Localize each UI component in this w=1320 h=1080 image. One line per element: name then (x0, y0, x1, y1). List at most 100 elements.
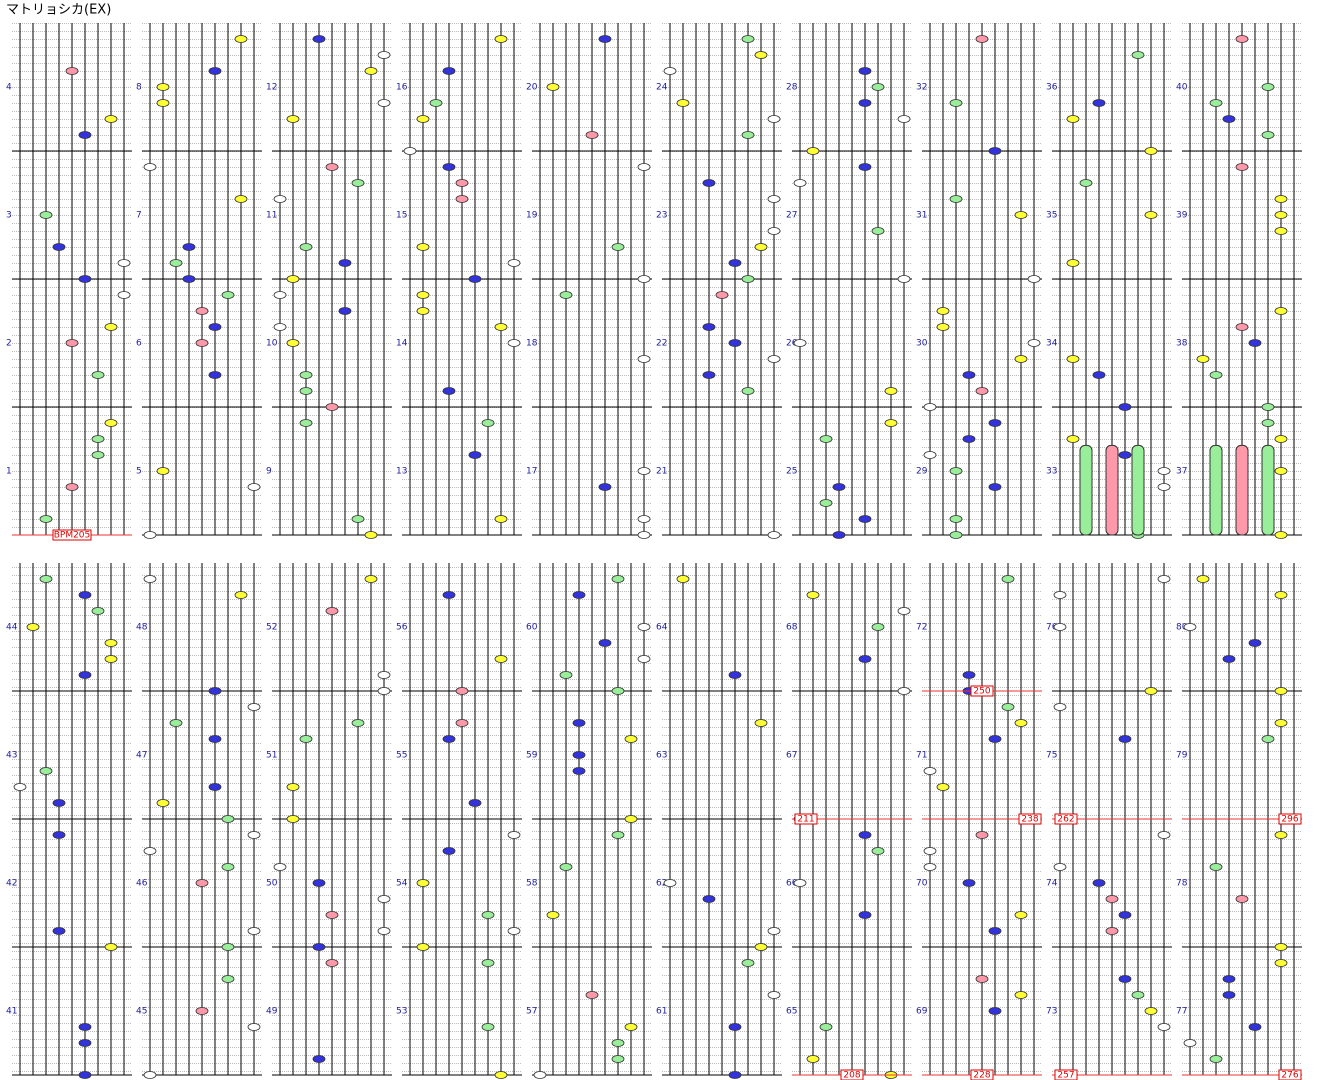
note (325, 607, 339, 615)
note (702, 371, 716, 379)
note (1157, 483, 1171, 491)
long-note (1105, 444, 1119, 536)
note (728, 259, 742, 267)
note (1274, 195, 1288, 203)
note (1261, 131, 1275, 139)
note (1053, 623, 1067, 631)
note (234, 591, 248, 599)
note (572, 767, 586, 775)
note (455, 195, 469, 203)
note (286, 815, 300, 823)
measure-number: 36 (1046, 83, 1058, 93)
note (221, 815, 235, 823)
note (286, 783, 300, 791)
note (858, 515, 872, 523)
note (572, 751, 586, 759)
note (767, 991, 781, 999)
note (1118, 975, 1132, 983)
note (1196, 355, 1210, 363)
measure-number: 23 (656, 211, 667, 221)
note (78, 1023, 92, 1031)
note (754, 943, 768, 951)
note (312, 35, 326, 43)
note (754, 719, 768, 727)
bpm-box (1054, 813, 1078, 825)
note (494, 1071, 508, 1079)
measure-number: 80 (1176, 623, 1188, 633)
note (819, 499, 833, 507)
note (767, 227, 781, 235)
note (91, 607, 105, 615)
note (117, 259, 131, 267)
note (1274, 307, 1288, 315)
measure-number: 25 (786, 467, 797, 477)
measure-number: 45 (136, 1007, 147, 1017)
note (858, 911, 872, 919)
note (1209, 1055, 1223, 1063)
note (741, 275, 755, 283)
note (923, 863, 937, 871)
measure-number: 61 (656, 1007, 667, 1017)
note (637, 275, 651, 283)
note (598, 483, 612, 491)
note (442, 735, 456, 743)
note (728, 339, 742, 347)
note (988, 483, 1002, 491)
note (1274, 435, 1288, 443)
bpm-box (970, 1069, 994, 1080)
note (988, 419, 1002, 427)
note (468, 275, 482, 283)
note (741, 387, 755, 395)
note (923, 451, 937, 459)
measure-number: 75 (1046, 751, 1057, 761)
note (78, 275, 92, 283)
long-note (1209, 444, 1223, 536)
note (91, 451, 105, 459)
bpm-box (1054, 1069, 1078, 1080)
note (286, 115, 300, 123)
measure-number: 68 (786, 623, 798, 633)
note (559, 671, 573, 679)
measure-number: 59 (526, 751, 538, 761)
note (741, 959, 755, 967)
note (1157, 1023, 1171, 1031)
note (455, 719, 469, 727)
note (871, 227, 885, 235)
note (962, 879, 976, 887)
note (247, 703, 261, 711)
note (299, 387, 313, 395)
note (416, 115, 430, 123)
measure-number: 42 (6, 879, 17, 889)
note (208, 783, 222, 791)
note (39, 515, 53, 523)
note (416, 243, 430, 251)
note (1118, 911, 1132, 919)
note (273, 323, 287, 331)
note (806, 591, 820, 599)
measure-number: 73 (1046, 1007, 1057, 1017)
note (1144, 211, 1158, 219)
measure-number: 15 (396, 211, 407, 221)
note (325, 959, 339, 967)
note (988, 927, 1002, 935)
note (832, 483, 846, 491)
note (39, 575, 53, 583)
note (1274, 959, 1288, 967)
note (1157, 831, 1171, 839)
note (299, 419, 313, 427)
note (1118, 403, 1132, 411)
note (208, 323, 222, 331)
measure-number: 16 (396, 83, 408, 93)
note (1157, 575, 1171, 583)
note (195, 307, 209, 315)
measure-number: 13 (396, 467, 407, 477)
note (702, 323, 716, 331)
measure-number: 70 (916, 879, 928, 889)
note (312, 943, 326, 951)
note (455, 179, 469, 187)
note (1014, 211, 1028, 219)
measure-number: 41 (6, 1007, 17, 1017)
note (338, 259, 352, 267)
measure-number: 33 (1046, 467, 1057, 477)
note (572, 719, 586, 727)
